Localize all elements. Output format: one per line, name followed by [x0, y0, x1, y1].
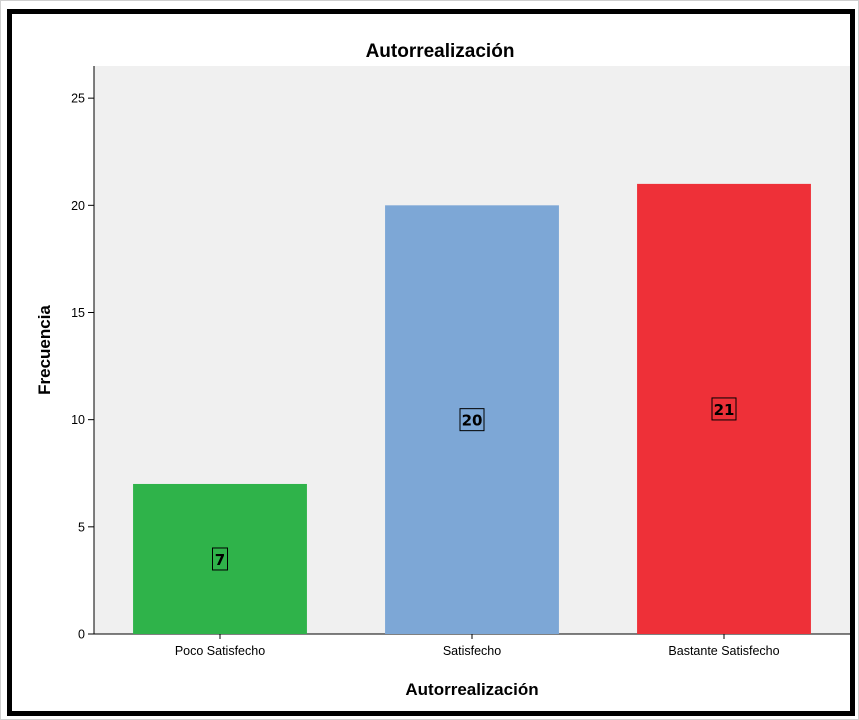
y-tick-label: 10: [71, 413, 85, 427]
x-tick-label: Bastante Satisfecho: [668, 644, 779, 658]
chart-title: Autorrealización: [366, 41, 515, 62]
data-label: 21: [714, 401, 735, 419]
y-tick-label: 25: [71, 92, 85, 106]
bars: [133, 183, 811, 635]
data-label: 7: [215, 551, 225, 569]
y-tick-label: 5: [78, 520, 85, 534]
x-tick-label: Poco Satisfecho: [175, 644, 265, 658]
bar: [133, 483, 307, 634]
bar: [385, 205, 559, 635]
data-label-box: [212, 547, 228, 571]
data-label-box: [711, 397, 737, 421]
bar: [637, 183, 811, 635]
data-label: 20: [462, 412, 483, 430]
x-axis-title: Autorrealización: [405, 680, 538, 699]
y-tick-label: 0: [78, 628, 85, 642]
y-tick-label: 20: [71, 199, 85, 213]
y-tick-label: 15: [71, 306, 85, 320]
y-axis-title: Frecuencia: [35, 305, 54, 395]
data-label-box: [459, 408, 485, 432]
data-labels: 7 20 21: [212, 397, 737, 571]
x-tick-label: Satisfecho: [443, 644, 501, 658]
